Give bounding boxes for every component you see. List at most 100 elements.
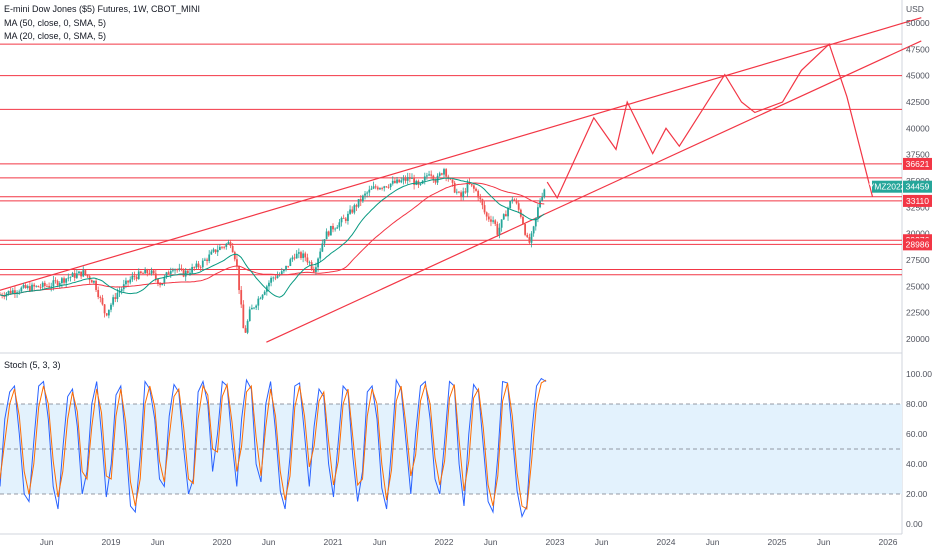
candle-body: [391, 180, 394, 184]
candle-body: [319, 251, 322, 259]
candle-body: [404, 178, 407, 181]
candle-body: [449, 178, 452, 180]
symbol-tag-text: YMZ2022: [869, 182, 906, 192]
stoch-tick-label: 80.00: [906, 399, 928, 409]
price-tick-label: 37500: [906, 150, 930, 160]
candle-body: [342, 217, 345, 219]
candle-body: [233, 252, 236, 260]
candle-body: [321, 243, 324, 252]
candle-body: [129, 279, 132, 283]
candle-body: [146, 269, 149, 274]
candle-body: [148, 273, 151, 275]
stoch-axis[interactable]: 0.00 20.00 40.00 60.00 80.00 100.00: [906, 369, 932, 529]
candle-body: [534, 217, 537, 227]
candle-body: [383, 186, 386, 189]
candle-body: [133, 275, 136, 277]
candle-body: [80, 271, 83, 277]
candle-body: [169, 271, 172, 274]
candle-body: [270, 277, 272, 283]
ma50-legend[interactable]: MA (50, close, 0, SMA, 5): [4, 18, 107, 28]
candle-body: [381, 188, 383, 189]
candle-body: [216, 249, 219, 253]
candle-body: [67, 277, 70, 279]
candle-body: [500, 219, 503, 228]
candle-body: [172, 270, 174, 272]
price-tick-label: 22500: [906, 308, 930, 318]
candle-body: [402, 178, 405, 181]
candle-body: [408, 177, 411, 179]
candle-body: [315, 267, 317, 273]
candle-body: [161, 283, 164, 286]
candle-body: [340, 217, 343, 223]
candle-body: [462, 191, 465, 198]
ma20-legend[interactable]: MA (20, close, 0, SMA, 5): [4, 31, 107, 41]
candle-body: [541, 196, 544, 201]
time-tick-label: Jun: [595, 537, 609, 547]
trend-channel: [0, 17, 922, 343]
candle-body: [22, 285, 25, 288]
candle-body: [537, 207, 539, 218]
candle-body: [242, 304, 245, 329]
candle-body: [41, 282, 44, 288]
candle-body: [464, 191, 467, 193]
candle-body: [193, 267, 196, 268]
candle-body: [84, 270, 87, 275]
candle-body: [178, 268, 181, 270]
stoch-tick-label: 60.00: [906, 429, 928, 439]
candle-body: [180, 268, 183, 270]
ma20-line: [0, 177, 545, 298]
candle-body: [150, 270, 153, 274]
candle-body: [366, 192, 369, 194]
channel-upper-line: [0, 17, 922, 291]
candle-body: [201, 260, 204, 268]
candle-body: [195, 263, 198, 268]
candle-body: [526, 234, 529, 238]
time-tick-label: Jun: [706, 537, 720, 547]
candle-body: [498, 227, 501, 235]
candle-body: [167, 272, 170, 274]
candle-body: [18, 291, 21, 293]
candle-body: [159, 283, 161, 286]
level-tag: 28986: [903, 238, 932, 251]
candle-body: [507, 208, 509, 217]
candle-body: [112, 297, 115, 305]
candle-body: [50, 286, 53, 288]
candle-body: [308, 262, 311, 264]
symbol-tag: YMZ2022: [869, 180, 906, 193]
candle-body: [118, 290, 121, 293]
candle-body: [351, 209, 354, 213]
stoch-legend[interactable]: Stoch (5, 3, 3): [4, 360, 61, 370]
candle-body: [530, 233, 533, 243]
candle-body: [327, 231, 330, 236]
candle-body: [274, 277, 277, 279]
candle-body: [394, 180, 396, 183]
candle-body: [374, 186, 377, 188]
candle-body: [349, 209, 351, 214]
time-axis[interactable]: Jun 2019 Jun 2020 Jun 2021 Jun 2022 Jun 2023 Jun 20…: [40, 537, 898, 547]
candle-body: [295, 253, 298, 259]
candle-body: [137, 271, 140, 280]
candle-body: [297, 252, 300, 254]
last-price-tag-bg: [903, 180, 932, 193]
candle-body: [114, 297, 117, 299]
candle-body: [43, 282, 46, 286]
candle-body: [470, 183, 473, 186]
candle-body: [396, 179, 398, 183]
candle-body: [347, 213, 349, 221]
candle-body: [325, 231, 328, 240]
candle-body: [246, 321, 249, 333]
candle-body: [197, 263, 200, 268]
time-tick-label: Jun: [262, 537, 276, 547]
candle-body: [46, 285, 48, 287]
candle-body: [165, 272, 168, 277]
candle-body: [419, 183, 422, 185]
candle-body: [238, 265, 240, 291]
candle-body: [287, 265, 290, 267]
chart-title[interactable]: E-mini Dow Jones ($5) Futures, 1W, CBOT_…: [4, 4, 201, 14]
candle-body: [528, 237, 531, 243]
time-tick-label: 2023: [546, 537, 565, 547]
candle-body: [485, 212, 488, 217]
candle-body: [63, 278, 65, 283]
candle-body: [71, 273, 74, 277]
candle-body: [323, 239, 326, 244]
